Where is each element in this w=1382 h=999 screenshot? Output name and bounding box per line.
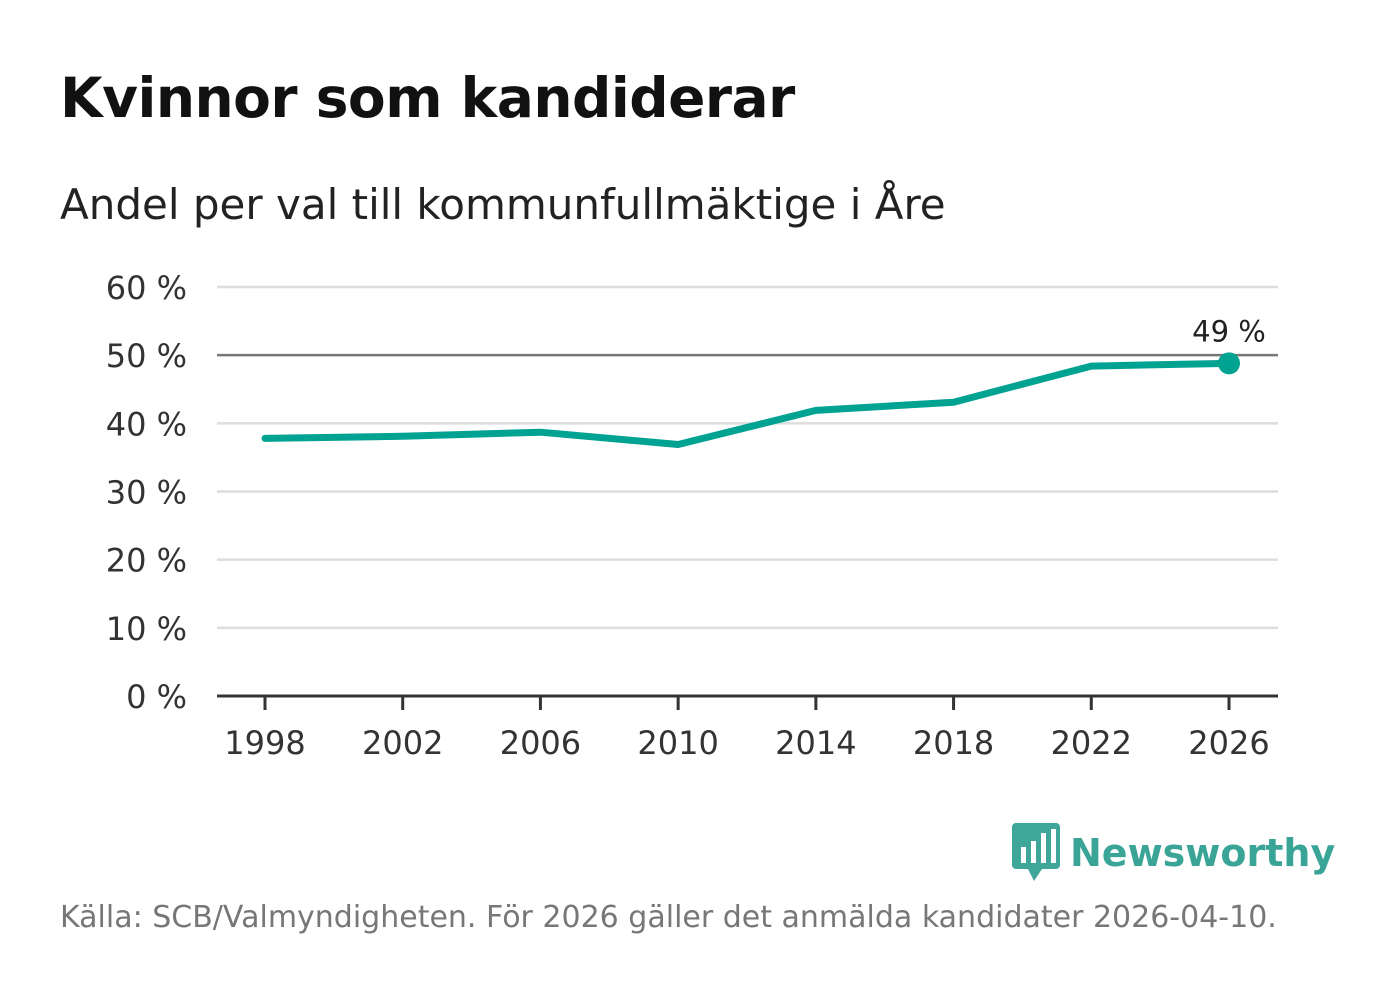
y-tick-label: 20 % [106,542,187,580]
y-tick-label: 30 % [106,474,187,512]
y-tick-label: 50 % [106,337,187,375]
x-tick-label: 2010 [637,724,718,762]
y-tick-label: 40 % [106,405,187,443]
x-tick-label: 2002 [362,724,443,762]
end-value-label: 49 % [1192,314,1266,348]
source-note: Källa: SCB/Valmyndigheten. För 2026 gäll… [60,900,1277,935]
series-line [261,359,1233,448]
x-tick-label: 2022 [1051,724,1132,762]
logo-text: Newsworthy [1070,831,1336,875]
y-tick-label: 0 % [126,678,187,716]
chart-title: Kvinnor som kandiderar [60,66,795,130]
chart-subtitle: Andel per val till kommunfullmäktige i Å… [60,180,946,229]
y-tick-label: 10 % [106,610,187,648]
logo-icon [1012,823,1060,881]
x-tick-label: 2014 [775,724,856,762]
newsworthy-logo: Newsworthy [1012,822,1335,884]
y-tick-label: 60 % [106,269,187,307]
x-tick-label: 2018 [913,724,994,762]
end-point-marker [1218,352,1240,375]
x-tick-label: 1998 [224,724,305,762]
x-tick-label: 2026 [1188,724,1269,762]
x-tick-label: 2006 [500,724,581,762]
